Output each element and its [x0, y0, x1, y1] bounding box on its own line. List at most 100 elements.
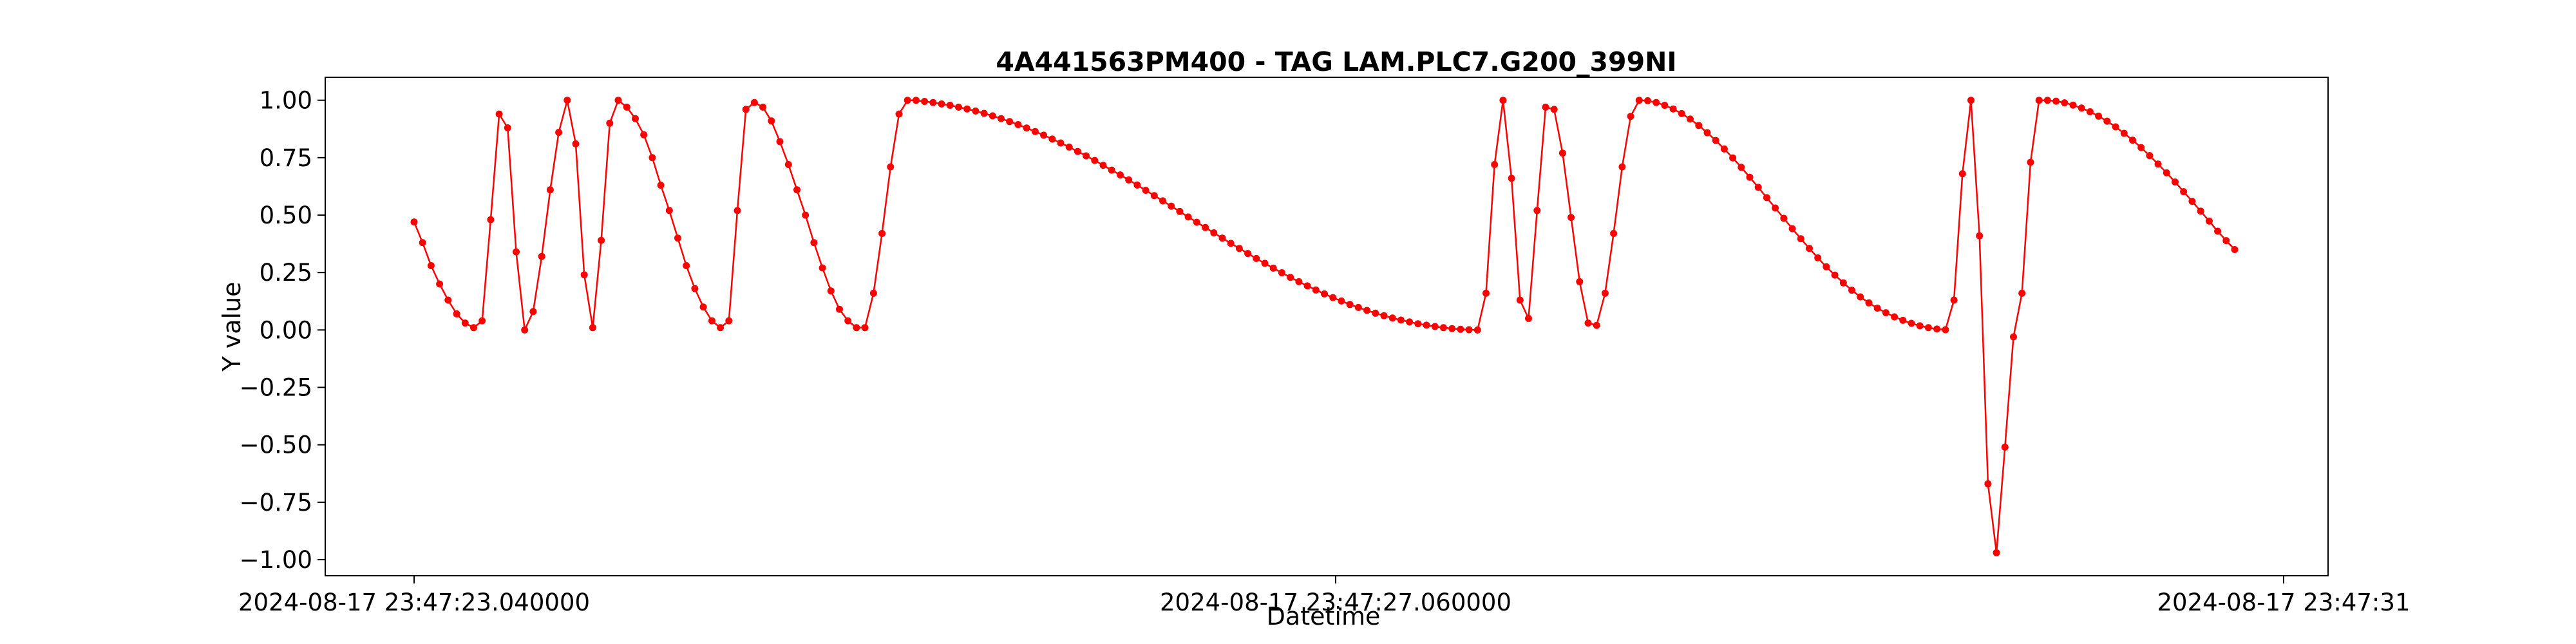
y-axis-label: Y value	[218, 281, 246, 372]
data-point	[980, 109, 988, 117]
data-point	[529, 308, 537, 316]
data-point	[1074, 147, 1081, 155]
y-tick-label: 0.50	[260, 202, 312, 229]
data-point	[869, 289, 877, 297]
x-axis-label: Datetime	[1267, 602, 1381, 630]
data-point	[1908, 319, 1915, 327]
data-point	[989, 112, 996, 120]
data-point	[2129, 137, 2136, 144]
data-point	[1601, 289, 1609, 297]
data-point	[2112, 123, 2119, 131]
data-point	[819, 264, 826, 272]
data-point	[963, 105, 971, 113]
data-point	[1806, 245, 1813, 252]
data-point	[580, 271, 588, 279]
data-point	[1329, 294, 1337, 301]
data-point	[1780, 214, 1788, 222]
data-point	[1788, 225, 1796, 232]
data-point	[665, 207, 673, 214]
data-point	[606, 119, 614, 127]
data-point	[1048, 135, 1056, 143]
data-point	[1287, 274, 1294, 281]
data-point	[1533, 207, 1541, 214]
chart-title: 4A441563PM400 - TAG LAM.PLC7.G200_399NI	[996, 46, 1676, 77]
data-point	[946, 102, 954, 109]
data-point	[878, 230, 886, 237]
data-point	[802, 211, 810, 219]
data-point	[708, 317, 715, 325]
y-tick-label: 0.25	[260, 259, 312, 287]
data-point	[1057, 139, 1065, 147]
data-point	[1593, 321, 1600, 329]
data-point	[912, 97, 920, 104]
data-point	[793, 186, 800, 194]
data-point	[614, 97, 622, 104]
data-point	[1423, 321, 1430, 329]
data-point	[478, 317, 486, 325]
data-point	[1269, 264, 1277, 272]
y-tick-label: −0.75	[240, 489, 312, 516]
data-point	[1040, 131, 1048, 139]
data-point	[2103, 117, 2111, 125]
data-point	[2001, 443, 2009, 451]
y-tick-label: −0.50	[240, 431, 312, 459]
data-point	[1303, 282, 1311, 290]
data-point	[1754, 184, 1762, 191]
data-point	[2214, 227, 2222, 235]
data-point	[691, 285, 699, 292]
data-point	[470, 324, 477, 332]
data-point	[427, 262, 435, 269]
data-point	[2205, 217, 2213, 225]
data-point	[2197, 207, 2204, 215]
data-point	[1958, 170, 1966, 178]
data-point	[2052, 97, 2060, 105]
data-point	[1814, 254, 1822, 261]
data-point	[1542, 103, 1549, 111]
data-point	[1414, 320, 1422, 328]
data-point	[1380, 312, 1388, 319]
data-point	[1950, 296, 1958, 304]
data-point	[546, 186, 554, 194]
data-point	[2027, 158, 2034, 166]
data-point	[589, 324, 596, 332]
data-point	[1635, 97, 1643, 104]
data-point	[504, 124, 511, 131]
data-point	[2137, 144, 2145, 151]
data-point	[929, 99, 937, 106]
data-point	[1363, 307, 1371, 314]
data-point	[1729, 154, 1737, 162]
data-point	[1253, 254, 1260, 262]
data-point	[1168, 202, 1175, 210]
y-tick-label: 0.75	[260, 144, 312, 172]
data-point	[1372, 309, 1379, 317]
data-point	[2146, 152, 2154, 160]
data-point	[2018, 289, 2026, 297]
data-point	[1439, 324, 1447, 332]
x-tick-label: 2024-08-17 23:47:23.040000	[238, 589, 590, 616]
y-tick-label: −1.00	[240, 546, 312, 574]
data-point	[1448, 325, 1456, 332]
data-point	[1473, 326, 1481, 334]
data-point	[1678, 109, 1685, 117]
data-point	[827, 287, 835, 295]
data-point	[453, 310, 460, 317]
data-point	[895, 110, 903, 118]
data-point	[2188, 198, 2196, 205]
y-tick-label: −0.25	[240, 374, 312, 402]
data-point	[1142, 187, 1150, 194]
data-point	[1406, 318, 1414, 326]
data-point	[972, 107, 980, 115]
data-point	[2010, 333, 2017, 341]
data-point	[1065, 143, 1073, 151]
data-point	[623, 103, 630, 111]
data-point	[1661, 102, 1669, 109]
data-point	[1772, 204, 1779, 212]
y-tick-label: 0.00	[260, 316, 312, 344]
data-point	[1576, 278, 1584, 285]
data-point	[1644, 97, 1651, 104]
data-point	[1397, 316, 1405, 324]
data-point	[810, 239, 818, 247]
data-point	[513, 248, 520, 256]
data-point	[776, 138, 784, 146]
